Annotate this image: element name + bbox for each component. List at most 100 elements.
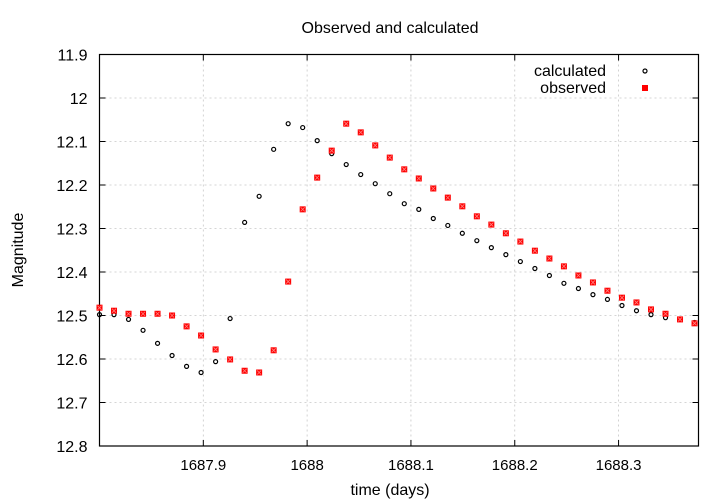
y-tick-label: 12.5 <box>56 309 87 326</box>
plot-frame <box>98 53 700 447</box>
point-calculated <box>213 359 219 365</box>
point-observed <box>531 247 538 254</box>
point-calculated <box>459 230 465 236</box>
point-observed <box>198 332 205 339</box>
point-observed <box>96 304 103 311</box>
legend-marker-calculated <box>642 68 648 74</box>
point-observed <box>415 175 422 182</box>
y-tick-label: 12.1 <box>56 135 87 152</box>
y-ticks: 11.9 12 12.1 12.2 12.3 12.4 12.5 12.6 12.7 12.8 <box>56 48 699 456</box>
point-observed <box>662 310 669 317</box>
point-calculated <box>488 245 494 251</box>
point-calculated <box>242 219 248 226</box>
point-calculated <box>532 265 538 272</box>
point-calculated <box>96 312 103 318</box>
y-tick-label: 12.6 <box>56 352 87 369</box>
data-points <box>96 120 698 376</box>
point-observed <box>618 294 625 301</box>
point-observed <box>212 346 219 353</box>
legend-label-calculated: calculated <box>534 63 606 80</box>
point-calculated <box>619 302 625 309</box>
point-observed <box>517 238 524 245</box>
x-tick-label: 1688.2 <box>492 457 538 474</box>
y-tick-label: 11.9 <box>58 48 88 65</box>
point-calculated <box>256 193 262 199</box>
point-observed <box>227 356 234 363</box>
legend-marker-observed <box>642 85 648 91</box>
point-observed <box>241 367 248 374</box>
point-observed <box>473 213 480 220</box>
point-observed <box>357 129 364 136</box>
point-calculated <box>314 138 320 144</box>
point-calculated <box>604 296 611 303</box>
legend: calculated observed <box>534 63 648 97</box>
point-observed <box>169 312 176 319</box>
point-calculated <box>503 252 509 258</box>
point-calculated <box>372 181 378 187</box>
point-observed <box>285 278 292 285</box>
point-calculated <box>198 369 204 376</box>
chart-title: Observed and calculated <box>302 20 479 37</box>
point-observed <box>430 185 437 192</box>
legend-label-observed: observed <box>540 80 606 97</box>
point-calculated <box>633 308 640 314</box>
point-observed <box>270 347 277 354</box>
point-observed <box>604 287 611 294</box>
point-calculated <box>445 222 451 229</box>
point-calculated <box>300 124 306 131</box>
point-calculated <box>285 121 291 127</box>
point-observed <box>183 323 190 330</box>
point-calculated <box>227 315 233 322</box>
y-tick-label: 12.8 <box>56 439 87 456</box>
point-calculated <box>271 146 277 152</box>
point-observed <box>372 142 379 149</box>
point-calculated <box>561 280 567 286</box>
x-ticks: 1687.9 1688 1688.1 1688.2 1688.3 <box>180 54 642 474</box>
point-calculated <box>474 238 480 244</box>
point-calculated <box>125 316 132 323</box>
point-observed <box>633 299 640 306</box>
point-observed <box>256 369 263 376</box>
point-observed <box>444 194 451 201</box>
series-calculated <box>96 121 698 376</box>
grid <box>99 54 699 446</box>
point-observed <box>314 174 321 181</box>
point-observed <box>328 147 335 154</box>
point-calculated <box>183 363 190 369</box>
x-tick-label: 1688 <box>290 457 323 474</box>
point-calculated <box>169 352 175 359</box>
point-observed <box>343 120 350 127</box>
y-tick-label: 12.3 <box>56 222 87 239</box>
point-calculated <box>401 201 407 207</box>
point-calculated <box>343 161 349 168</box>
point-calculated <box>358 171 364 178</box>
point-calculated <box>154 340 161 346</box>
point-calculated <box>575 285 582 292</box>
y-tick-label: 12.4 <box>56 265 87 282</box>
x-tick-label: 1688.1 <box>388 457 434 474</box>
point-observed <box>386 154 393 161</box>
point-calculated <box>590 292 596 298</box>
point-observed <box>140 310 147 317</box>
point-calculated <box>546 272 553 279</box>
y-axis-label: Magnitude <box>10 213 27 288</box>
x-axis-label: time (days) <box>350 482 429 499</box>
point-observed <box>299 206 306 213</box>
point-observed <box>502 230 509 237</box>
point-observed <box>589 279 596 286</box>
point-calculated <box>416 206 422 212</box>
series-observed <box>96 120 698 376</box>
point-observed <box>459 203 466 210</box>
point-calculated <box>517 258 523 265</box>
point-observed <box>691 320 698 327</box>
x-tick-label: 1688.3 <box>596 457 642 474</box>
point-observed <box>401 166 408 173</box>
point-observed <box>677 316 684 323</box>
point-observed <box>154 310 161 317</box>
x-tick-label: 1687.9 <box>180 457 226 474</box>
point-calculated <box>648 312 654 318</box>
point-calculated <box>430 215 436 222</box>
point-calculated <box>387 191 393 197</box>
y-tick-label: 12 <box>70 91 88 108</box>
